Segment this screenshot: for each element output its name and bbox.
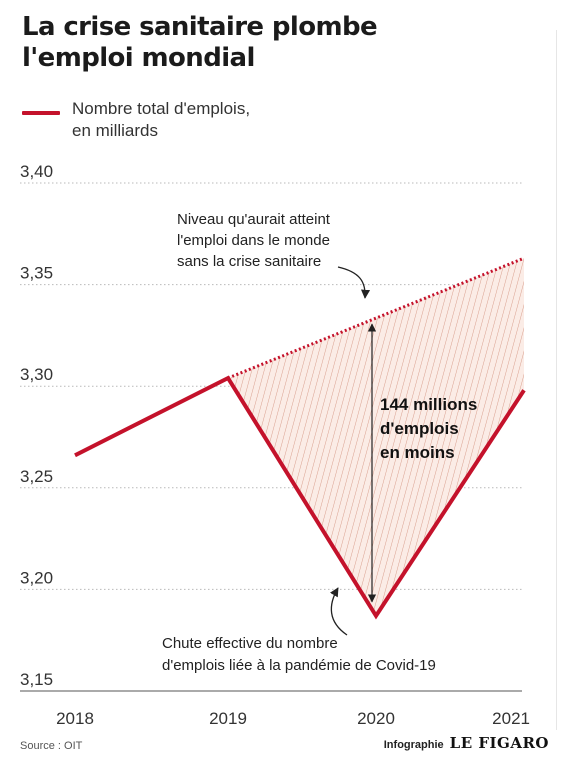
chart-title: La crise sanitaire plombe l'emploi mondi… — [22, 12, 542, 74]
employment-gap-area — [228, 258, 524, 616]
credit-prefix: Infographie — [383, 739, 444, 751]
legend-label-line-1: Nombre total d'emplois, — [72, 99, 251, 118]
actual-annotation-line-2: d'emplois liée à la pandémie de Covid-19 — [162, 657, 436, 674]
counterfactual-annotation-line-2: l'emploi dans le monde — [177, 232, 330, 249]
counterfactual-annotation: Niveau qu'aurait atteint l'emploi dans l… — [177, 211, 331, 270]
legend: Nombre total d'emplois, en milliards — [22, 98, 422, 150]
counterfactual-pointer-arrow — [337, 266, 371, 299]
y-tick-label: 3,40 — [20, 162, 53, 181]
source-note: Source : OIT — [20, 740, 83, 752]
y-tick-label: 3,20 — [20, 568, 53, 587]
x-tick-label: 2018 — [56, 709, 94, 728]
y-axis-ticks: 3,40 3,35 3,30 3,25 3,20 3,15 — [20, 162, 53, 689]
le-figaro-logo: LE FIGARO — [449, 734, 549, 752]
y-tick-label: 3,30 — [20, 365, 53, 384]
gap-annotation: 144 millions d'emplois en moins — [380, 395, 477, 462]
x-axis-ticks: 2018 2019 2020 2021 — [56, 709, 530, 728]
gap-annotation-line-1: 144 millions — [380, 395, 477, 414]
legend-label-line-2: en milliards — [72, 121, 158, 140]
actual-annotation-line-1: Chute effective du nombre — [162, 635, 338, 652]
grid-lines — [20, 182, 522, 692]
counterfactual-line — [227, 256, 525, 380]
y-tick-label: 3,35 — [20, 264, 53, 283]
x-tick-label: 2021 — [492, 709, 530, 728]
actual-annotation: Chute effective du nombre d'emplois liée… — [162, 635, 436, 674]
series-line-emplois — [74, 375, 526, 620]
actual-pointer-arrow — [329, 587, 348, 636]
legend-swatch — [22, 111, 60, 115]
legend-label: Nombre total d'emplois, en milliards — [72, 98, 372, 142]
infographic-credit: Infographie LE FIGARO — [384, 734, 549, 752]
y-tick-label: 3,15 — [20, 670, 53, 689]
gap-annotation-line-3: en moins — [380, 443, 455, 462]
counterfactual-annotation-line-1: Niveau qu'aurait atteint — [177, 211, 331, 228]
employment-line-chart: 3,40 3,35 3,30 3,25 3,20 3,15 2018 2019 2020 202… — [20, 162, 530, 728]
side-rule — [556, 30, 557, 730]
x-tick-label: 2020 — [357, 709, 395, 728]
gap-annotation-line-2: d'emplois — [380, 419, 459, 438]
title-line-2: l'emploi mondial — [22, 43, 255, 73]
title-line-1: La crise sanitaire plombe — [22, 12, 378, 42]
y-tick-label: 3,25 — [20, 467, 53, 486]
counterfactual-annotation-line-3: sans la crise sanitaire — [177, 253, 321, 270]
x-tick-label: 2019 — [209, 709, 247, 728]
